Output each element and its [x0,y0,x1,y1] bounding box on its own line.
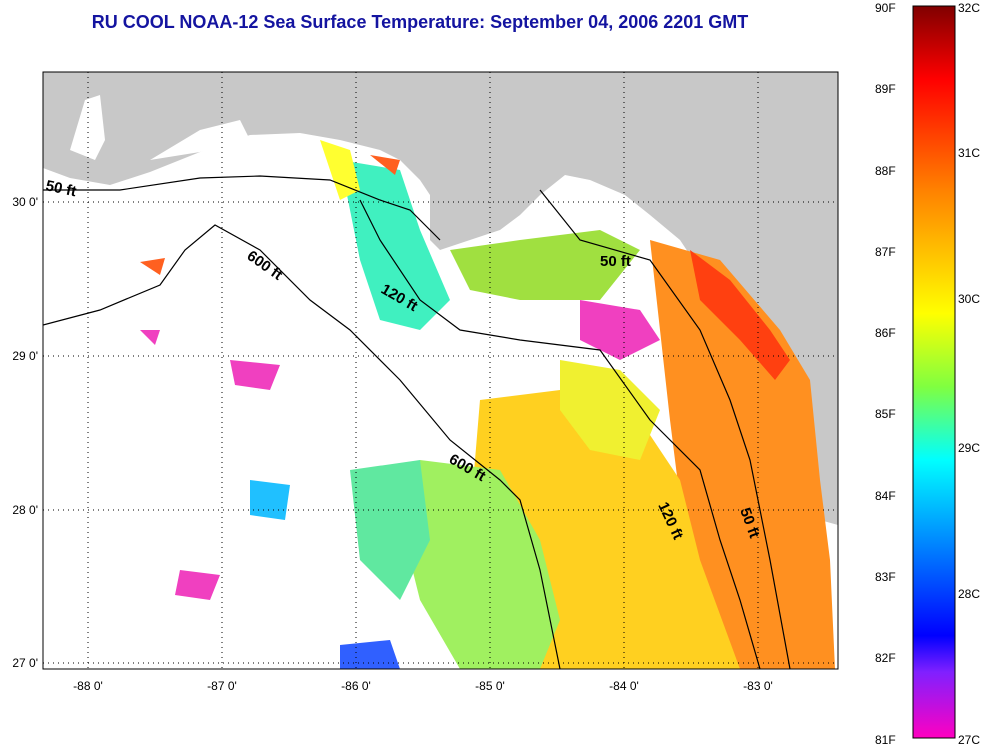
y-tick-label: 28 0' [12,503,38,517]
contour-label: 50 ft [600,253,631,270]
colorbar-label-f: 90F [875,1,896,15]
colorbar-label-f: 89F [875,82,896,96]
x-axis-labels: -88 0' -87 0' -86 0' -85 0' -84 0' -83 0… [73,679,773,693]
colorbar-label-f: 83F [875,570,896,584]
land-north [43,72,838,525]
colorbar-label-c: 29C [958,441,981,455]
sst-data-layer [140,140,835,669]
colorbar-label-c: 31C [958,146,981,160]
contour-label: 50 ft [44,177,78,200]
bathymetry-contours [43,175,791,669]
colorbar-label-c: 27C [958,733,981,747]
colorbar-label-c: 32C [958,1,981,15]
colorbar-label-c: 30C [958,292,981,306]
y-tick-label: 29 0' [12,349,38,363]
colorbar-label-c: 28C [958,587,981,601]
colorbar-label-f: 81F [875,733,896,747]
y-axis-labels: 30 0' 29 0' 28 0' 27 0' [12,195,38,670]
map-title: RU COOL NOAA-12 Sea Surface Temperature:… [91,12,749,32]
colorbar-label-f: 85F [875,407,896,421]
x-tick-label: -83 0' [743,679,773,693]
plot-frame [42,71,839,670]
x-tick-label: -87 0' [207,679,237,693]
colorbar-label-f: 84F [875,489,896,503]
x-tick-label: -88 0' [73,679,103,693]
colorbar-label-f: 82F [875,651,896,665]
bay-white-2 [150,120,250,160]
colorbar [912,5,956,739]
x-tick-label: -86 0' [341,679,371,693]
x-tick-label: -84 0' [609,679,639,693]
colorbar-label-f: 88F [875,164,896,178]
y-tick-label: 27 0' [12,656,38,670]
y-tick-label: 30 0' [12,195,38,209]
colorbar-label-f: 86F [875,326,896,340]
colorbar-label-f: 87F [875,245,896,259]
x-tick-label: -85 0' [475,679,505,693]
